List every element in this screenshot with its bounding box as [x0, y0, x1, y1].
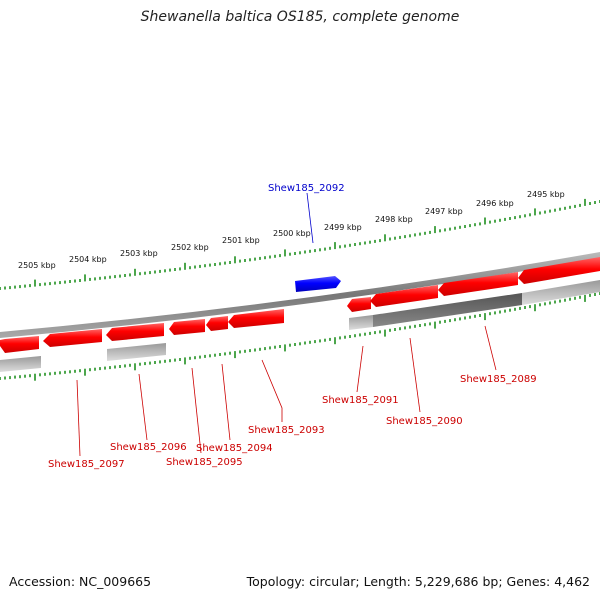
- gene-arrow-Shew185_2089: [518, 257, 600, 284]
- accession-text: Accession: NC_009665: [9, 574, 152, 589]
- shading-block: [0, 356, 41, 372]
- scale-label: 2496 kbp: [476, 199, 514, 208]
- leader-line: [484, 325, 497, 371]
- leader-lines: [76, 192, 497, 457]
- scale-label: 2499 kbp: [324, 223, 362, 232]
- gene-label-Shew185_2096: Shew185_2096: [110, 442, 187, 453]
- gene-arrow-Shew185_2096: [106, 323, 164, 341]
- gc-shading: [0, 280, 600, 372]
- shading-block: [349, 315, 373, 330]
- shading-block: [373, 293, 522, 327]
- leader-line: [261, 359, 283, 422]
- genome-backbone: [0, 252, 600, 338]
- leader-line: [138, 373, 148, 441]
- leader-line: [409, 337, 421, 413]
- gene-arrow-Shew185_2093: [228, 309, 284, 328]
- reverse-genes: [0, 257, 600, 353]
- inner-scale-ticks: [0, 292, 600, 381]
- gene-label-Shew185_2092: Shew185_2092: [268, 183, 345, 194]
- leader-line: [76, 379, 81, 457]
- leader-line: [356, 345, 364, 393]
- gene-arrow-Shew185_2090: [370, 285, 438, 307]
- gene-arrow: [0, 336, 39, 353]
- gene-label-Shew185_2097: Shew185_2097: [48, 459, 125, 470]
- shading-block: [522, 280, 600, 305]
- scale-labels: 2505 kbp 2504 kbp 2503 kbp 2502 kbp 2501…: [18, 190, 565, 270]
- gene-label-Shew185_2093: Shew185_2093: [248, 425, 325, 436]
- gene-label-Shew185_2095: Shew185_2095: [166, 457, 243, 468]
- genome-summary: Topology: circular; Length: 5,229,686 bp…: [246, 574, 590, 589]
- scale-label: 2495 kbp: [527, 190, 565, 199]
- gene-label-Shew185_2094: Shew185_2094: [196, 443, 273, 454]
- gene-arrow-Shew185_2091: [347, 297, 371, 312]
- gene-label-Shew185_2091: Shew185_2091: [322, 395, 399, 406]
- gene-labels: Shew185_2092 Shew185_2097 Shew185_2096 S…: [48, 183, 537, 470]
- gene-label-Shew185_2089: Shew185_2089: [460, 374, 537, 385]
- gene-arrow-Shew185_2094: [206, 316, 228, 331]
- leader-line: [191, 367, 202, 454]
- gene-arrow-Shew185_2095: [169, 319, 205, 335]
- scale-label: 2497 kbp: [425, 207, 463, 216]
- gene-label-Shew185_2090: Shew185_2090: [386, 416, 463, 427]
- scale-label: 2501 kbp: [222, 236, 260, 245]
- scale-label: 2498 kbp: [375, 215, 413, 224]
- shading-block: [107, 343, 166, 361]
- leader-line: [306, 192, 314, 244]
- gene-arrow-Shew185_2097: [43, 329, 102, 347]
- gene-arrow-Shew185_2090b: [438, 272, 518, 296]
- genome-title: Shewanella baltica OS185, complete genom…: [140, 9, 460, 25]
- outer-scale-ticks: [0, 198, 600, 290]
- scale-label: 2500 kbp: [273, 229, 311, 238]
- scale-label: 2505 kbp: [18, 261, 56, 270]
- gene-arrow-Shew185_2092: [295, 276, 341, 292]
- leader-line: [221, 363, 231, 441]
- scale-label: 2502 kbp: [171, 243, 209, 252]
- scale-label: 2504 kbp: [69, 255, 107, 264]
- scale-label: 2503 kbp: [120, 249, 158, 258]
